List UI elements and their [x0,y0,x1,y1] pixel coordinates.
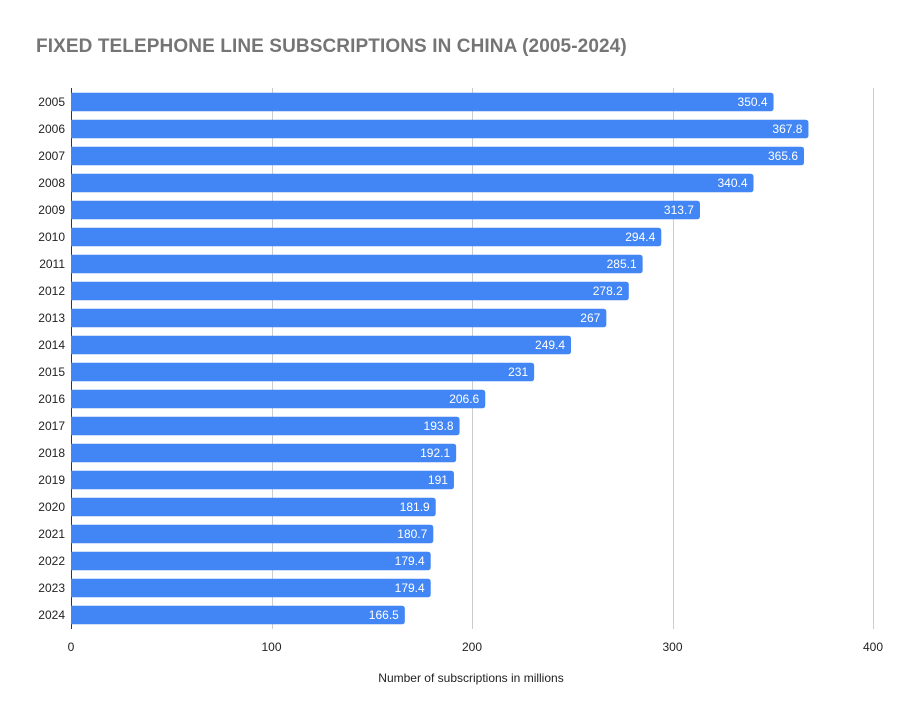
data-label-2016: 206.6 [449,392,479,406]
y-category-label-2017: 2017 [38,419,65,433]
bar-2010 [71,227,662,247]
x-axis-title: Number of subscriptions in millions [378,671,563,685]
x-axis-ticks: 0 100 200 300 400 [68,640,884,654]
y-category-label-2009: 2009 [38,203,65,217]
data-label-2014: 249.4 [535,338,565,352]
data-label-2018: 192.1 [420,446,450,460]
bar-2022 [71,551,431,571]
y-category-label-2024: 2024 [38,608,65,622]
data-label-2006: 367.8 [772,122,802,136]
x-tick-label: 300 [662,640,682,654]
data-label-2005: 350.4 [738,95,768,109]
bar-2008 [71,173,754,193]
y-category-label-2023: 2023 [38,581,65,595]
bar-2017 [71,416,460,436]
x-tick-label: 400 [863,640,883,654]
data-label-2023: 179.4 [395,581,425,595]
bar-2011 [71,254,643,274]
data-label-2008: 340.4 [717,176,747,190]
chart-title: FIXED TELEPHONE LINE SUBSCRIPTIONS IN CH… [36,36,627,57]
bar-2019 [71,470,454,490]
y-category-label-2006: 2006 [38,122,65,136]
grid-lines [71,88,874,629]
bar-2009 [71,200,700,220]
y-category-label-2019: 2019 [38,473,65,487]
data-label-2017: 193.8 [424,419,454,433]
y-category-label-2013: 2013 [38,311,65,325]
y-category-label-2012: 2012 [38,284,65,298]
data-label-2013: 267 [580,311,600,325]
bars [71,92,809,625]
y-category-label-2008: 2008 [38,176,65,190]
data-label-2020: 181.9 [400,500,430,514]
bar-2016 [71,389,486,409]
bar-2015 [71,362,535,382]
bar-2005 [71,92,774,112]
bar-2020 [71,497,436,517]
data-label-2009: 313.7 [664,203,694,217]
bar-2023 [71,578,431,598]
bar-2024 [71,605,405,625]
data-label-2010: 294.4 [625,230,655,244]
y-category-label-2010: 2010 [38,230,65,244]
data-label-2022: 179.4 [395,554,425,568]
bar-2013 [71,308,607,328]
data-label-2015: 231 [508,365,528,379]
data-label-2007: 365.6 [768,149,798,163]
data-labels: 350.4 367.8 365.6 340.4 313.7 294.4 285.1 278.2… [369,95,803,622]
data-label-2012: 278.2 [593,284,623,298]
y-category-label-2011: 2011 [39,257,65,271]
x-tick-label: 0 [68,640,75,654]
data-label-2019: 191 [428,473,448,487]
bar-2021 [71,524,434,544]
y-category-label-2018: 2018 [38,446,65,460]
bar-2018 [71,443,457,463]
y-category-label-2007: 2007 [38,149,65,163]
y-axis-categories: 2005 2006 2007 2008 2009 2010 2011 2012 2013 2014… [38,95,65,622]
y-category-label-2016: 2016 [38,392,65,406]
x-tick-label: 200 [462,640,482,654]
bar-2014 [71,335,572,355]
y-category-label-2014: 2014 [38,338,65,352]
data-label-2011: 285.1 [607,257,637,271]
x-tick-label: 100 [261,640,281,654]
y-category-label-2021: 2021 [38,527,65,541]
y-category-label-2020: 2020 [38,500,65,514]
bar-2006 [71,119,809,139]
y-category-label-2015: 2015 [38,365,65,379]
bar-2012 [71,281,629,301]
data-label-2024: 166.5 [369,608,399,622]
y-category-label-2022: 2022 [38,554,65,568]
bar-2007 [71,146,805,166]
data-label-2021: 180.7 [397,527,427,541]
y-category-label-2005: 2005 [38,95,65,109]
